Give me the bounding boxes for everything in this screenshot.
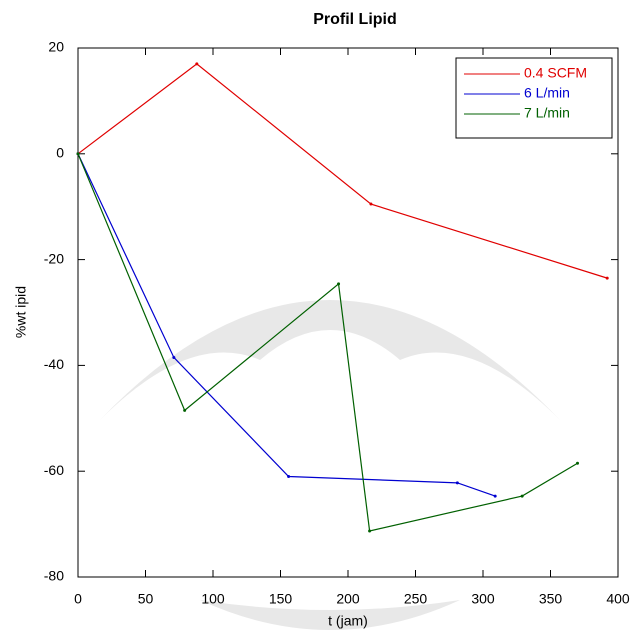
x-tick-label: 250 — [404, 591, 428, 607]
x-tick-label: 400 — [606, 591, 630, 607]
x-tick-label: 350 — [539, 591, 563, 607]
point — [76, 152, 80, 156]
line — [77, 63, 608, 279]
point — [493, 494, 497, 498]
point — [576, 461, 579, 465]
x-tick-label: 300 — [471, 591, 495, 607]
point — [455, 481, 459, 485]
legend-box — [455, 57, 613, 139]
x-tick-label: 150 — [269, 591, 293, 607]
chart-title: Profil Lipid — [313, 11, 397, 28]
line — [77, 153, 578, 532]
watermark — [100, 300, 560, 630]
y-tick-label: -80 — [44, 568, 64, 584]
y-tick-label: -60 — [44, 462, 64, 478]
y-tick-label: 0 — [56, 145, 64, 161]
point — [368, 529, 372, 533]
point — [337, 282, 341, 286]
point — [287, 474, 291, 478]
x-tick-label: 0 — [74, 591, 82, 607]
x-tick-label: 200 — [336, 591, 360, 607]
legend-label: 7 L/min — [524, 105, 570, 121]
x-tick-label: 50 — [138, 591, 154, 607]
y-tick-label: -20 — [44, 250, 64, 266]
legend-label: 0.4 SCFM — [524, 65, 587, 81]
y-axis-label: %wt ipid — [13, 286, 29, 338]
point — [195, 62, 199, 66]
point — [520, 494, 524, 498]
point — [172, 355, 176, 359]
point — [183, 408, 187, 412]
y-tick-label: 20 — [48, 39, 64, 55]
point — [369, 202, 373, 206]
legend-label: 6 L/min — [524, 85, 570, 101]
x-axis-label: t (jam) — [328, 613, 368, 629]
point — [605, 276, 609, 280]
x-tick-label: 100 — [201, 591, 225, 607]
y-tick-label: -40 — [44, 356, 64, 372]
